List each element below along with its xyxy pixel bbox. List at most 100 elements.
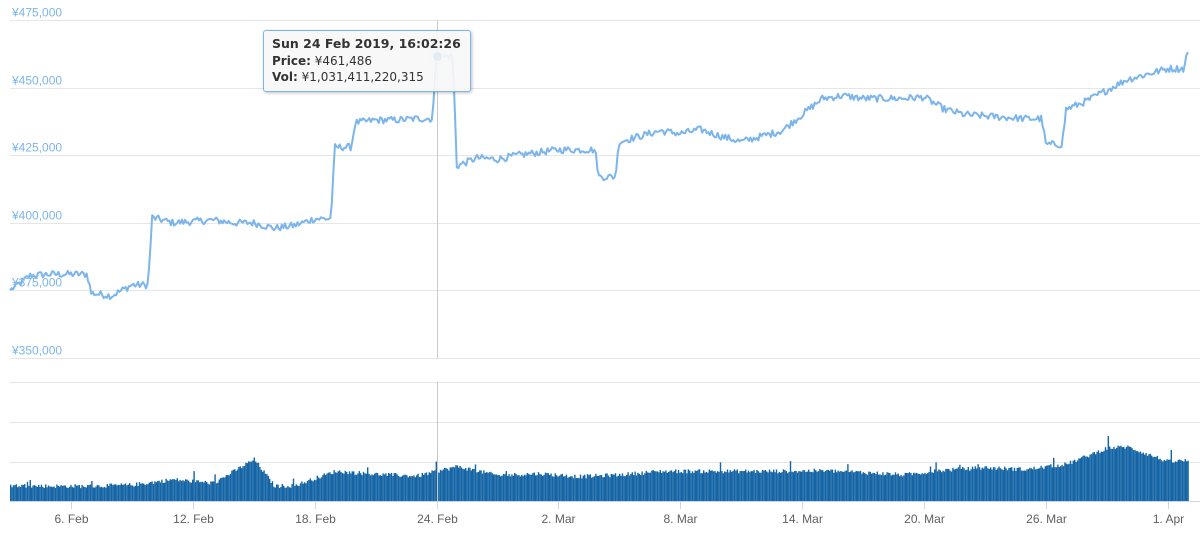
volume-bar (652, 470, 654, 501)
volume-bar (452, 466, 454, 501)
volume-bar (1159, 458, 1161, 501)
volume-bar (1110, 448, 1112, 501)
volume-bar (200, 481, 202, 501)
volume-bar (628, 475, 631, 501)
volume-bar (347, 474, 349, 501)
volume-bar (696, 471, 698, 501)
volume-bar (749, 472, 751, 501)
volume-bar (658, 472, 660, 501)
volume-bar (434, 470, 436, 501)
volume-bar (283, 485, 285, 501)
volume-bar (315, 480, 317, 501)
volume-bar (1132, 450, 1135, 501)
volume-bar (813, 468, 815, 501)
volume-bar (920, 474, 922, 501)
volume-bar (568, 476, 570, 501)
volume-bar (766, 471, 768, 501)
volume-bar (647, 472, 649, 501)
volume-bar (550, 473, 552, 501)
volume-bar (375, 472, 377, 501)
volume-bar (680, 472, 682, 501)
volume-bar (563, 476, 565, 501)
volume-bar (676, 473, 678, 501)
volume-bar (1076, 460, 1079, 501)
volume-bar (47, 485, 50, 501)
volume-bar (627, 472, 629, 501)
volume-bar (96, 484, 99, 501)
volume-bar (819, 468, 821, 501)
volume-bar (864, 473, 866, 501)
volume-bar (322, 475, 324, 501)
volume-bar (137, 486, 139, 501)
volume-bar (946, 468, 948, 501)
volume-bar (295, 484, 297, 501)
volume-bar (435, 461, 437, 501)
volume-bar (502, 474, 505, 501)
volume-bar (771, 472, 773, 501)
volume-bar (280, 487, 282, 501)
volume-bar (102, 487, 104, 501)
x-tick-label: 12. Feb (173, 512, 214, 526)
volume-bar (638, 473, 640, 501)
volume-bar (271, 481, 274, 501)
volume-bar (403, 474, 405, 501)
volume-bar (704, 472, 706, 501)
volume-bar (201, 481, 204, 501)
volume-bar (215, 483, 218, 501)
volume-bar (448, 470, 450, 501)
volume-bar (533, 472, 535, 501)
volume-bar (378, 475, 380, 501)
volume-bar (173, 479, 176, 501)
volume-bar (879, 474, 881, 501)
volume-bar (542, 476, 544, 501)
volume-bar (430, 473, 432, 501)
volume-bar (344, 470, 346, 501)
volume-bar (875, 474, 877, 501)
volume-bar (124, 483, 127, 501)
volume-bar (234, 469, 236, 501)
volume-bar (334, 472, 337, 501)
volume-bar (963, 468, 965, 501)
volume-bar (1064, 462, 1066, 501)
volume-bar (1100, 451, 1102, 501)
volume-bar (71, 486, 73, 501)
volume-bar (663, 471, 666, 501)
volume-bar (817, 471, 820, 501)
volume-bar (791, 471, 793, 501)
volume-bar (757, 471, 759, 501)
volume-bar (497, 475, 499, 501)
volume-bar (253, 457, 255, 501)
volume-bar (164, 482, 166, 501)
volume-bar (626, 474, 628, 501)
volume-bar (1078, 458, 1080, 501)
volume-bar (659, 469, 661, 501)
volume-bar (675, 469, 677, 501)
volume-bar (376, 472, 379, 501)
volume-bar (15, 484, 17, 501)
volume-bar (1046, 465, 1048, 501)
volume-bar (1138, 452, 1140, 501)
volume-bar (431, 470, 433, 501)
volume-bar (70, 484, 72, 501)
volume-bar (11, 487, 13, 501)
volume-bar (610, 474, 612, 501)
volume-bar (178, 481, 180, 501)
volume-bar (80, 488, 82, 501)
volume-bar (592, 476, 594, 501)
volume-bar (760, 472, 762, 501)
x-tick-label: 20. Mar (904, 512, 945, 526)
volume-bar (600, 474, 603, 501)
volume-bar (904, 472, 906, 501)
volume-bar (1057, 464, 1059, 501)
volume-bar (123, 484, 125, 501)
volume-bar (808, 469, 810, 501)
volume-bar (617, 475, 619, 501)
volume-bar (918, 474, 920, 501)
volume-bar (346, 471, 348, 501)
price-series-line[interactable] (9, 51, 1189, 301)
volume-bar (1047, 465, 1049, 501)
volume-bar (591, 477, 593, 501)
volume-bar (129, 483, 131, 501)
volume-bar (407, 477, 409, 501)
